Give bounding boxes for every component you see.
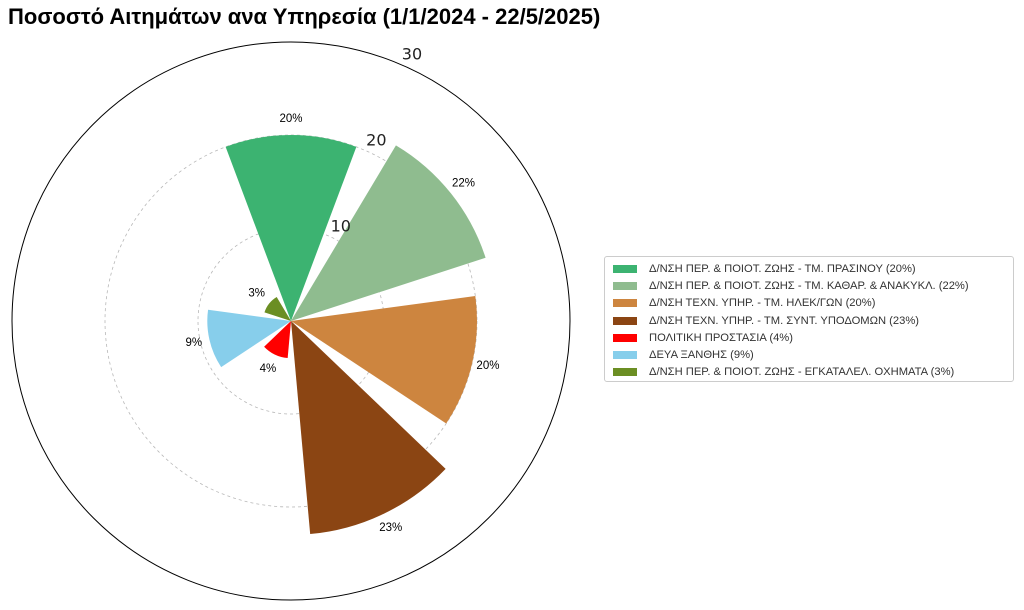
legend-swatch-7 [613,368,637,377]
radial-tick-20: 20 [366,131,386,150]
bar-5 [264,321,291,359]
legend-item-3: Δ/ΝΣΗ ΤΕΧΝ. ΥΠΗΡ. - ΤΜ. ΗΛΕΚ/ΓΩΝ (20%) [613,295,1005,312]
legend-label-7: Δ/ΝΣΗ ΠΕΡ. & ΠΟΙΟΤ. ΖΩΗΣ - ΕΓΚΑΤΑΛΕΛ. ΟΧ… [649,366,955,379]
legend-swatch-6 [613,351,637,360]
bar-1 [225,134,357,321]
bar-group [207,134,486,535]
legend-label-1: Δ/ΝΣΗ ΠΕΡ. & ΠΟΙΟΤ. ΖΩΗΣ - ΤΜ. ΠΡΑΣΙΝΟΥ … [649,262,916,275]
legend-item-6: ΔΕΥΑ ΞΑΝΘΗΣ (9%) [613,346,1005,363]
value-label-6: 9% [185,337,202,349]
chart-title: Ποσοστό Αιτημάτων ανα Υπηρεσία (1/1/2024… [8,4,601,29]
legend-label-6: ΔΕΥΑ ΞΑΝΘΗΣ (9%) [649,349,754,362]
legend-item-2: Δ/ΝΣΗ ΠΕΡ. & ΠΟΙΟΤ. ΖΩΗΣ - ΤΜ. ΚΑΘΑΡ. & … [613,277,1005,294]
legend-swatch-3 [613,299,637,308]
radial-tick-group: 10 20 30 [331,45,423,236]
legend-item-4: Δ/ΝΣΗ ΤΕΧΝ. ΥΠΗΡ. - ΤΜ. ΣΥΝΤ. ΥΠΟΔΟΜΩΝ (… [613,312,1005,329]
radial-tick-30: 30 [402,45,422,64]
value-label-group: 20% 22% 20% 23% 4% 9% 3% [185,113,499,534]
value-label-4: 23% [379,522,402,534]
legend-swatch-2 [613,281,637,290]
legend: Δ/ΝΣΗ ΠΕΡ. & ΠΟΙΟΤ. ΖΩΗΣ - ΤΜ. ΠΡΑΣΙΝΟΥ … [604,256,1014,382]
radial-tick-10: 10 [331,217,351,236]
legend-item-7: Δ/ΝΣΗ ΠΕΡ. & ΠΟΙΟΤ. ΖΩΗΣ - ΕΓΚΑΤΑΛΕΛ. ΟΧ… [613,364,1005,381]
bar-7 [264,297,291,321]
legend-swatch-1 [613,264,637,273]
outer-circle [11,41,571,601]
legend-item-5: ΠΟΛΙΤΙΚΗ ΠΡΟΣΤΑΣΙΑ (4%) [613,329,1005,346]
legend-swatch-5 [613,333,637,342]
bar-3 [291,296,478,424]
legend-label-3: Δ/ΝΣΗ ΤΕΧΝ. ΥΠΗΡ. - ΤΜ. ΗΛΕΚ/ΓΩΝ (20%) [649,297,876,310]
value-label-1: 20% [279,113,302,125]
polar-bar-chart: 20% 22% 20% 23% 4% 9% 3% 10 20 30 [11,41,571,601]
legend-label-4: Δ/ΝΣΗ ΤΕΧΝ. ΥΠΗΡ. - ΤΜ. ΣΥΝΤ. ΥΠΟΔΟΜΩΝ (… [649,314,920,327]
value-label-2: 22% [452,177,475,189]
bar-4 [291,321,446,535]
bar-2 [291,145,486,321]
legend-swatch-4 [613,316,637,325]
bar-6 [207,309,291,368]
value-label-7: 3% [248,288,265,300]
legend-item-1: Δ/ΝΣΗ ΠΕΡ. & ΠΟΙΟΤ. ΖΩΗΣ - ΤΜ. ΠΡΑΣΙΝΟΥ … [613,260,1005,277]
legend-label-5: ΠΟΛΙΤΙΚΗ ΠΡΟΣΤΑΣΙΑ (4%) [649,331,793,344]
value-label-3: 20% [476,360,499,372]
legend-label-2: Δ/ΝΣΗ ΠΕΡ. & ΠΟΙΟΤ. ΖΩΗΣ - ΤΜ. ΚΑΘΑΡ. & … [649,279,969,292]
value-label-5: 4% [260,363,277,375]
